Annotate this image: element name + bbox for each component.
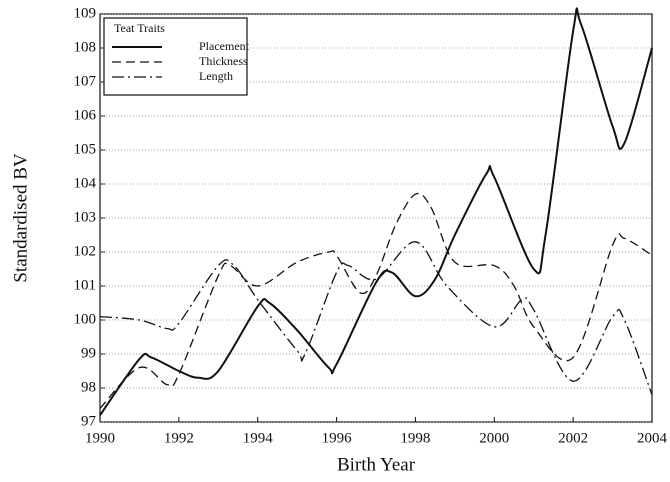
x-tick-label: 2002 (558, 430, 588, 446)
y-tick-label: 106 (74, 107, 97, 123)
x-axis-label: Birth Year (337, 454, 416, 475)
legend-label: Length (199, 69, 233, 83)
x-tick-label: 1992 (164, 430, 194, 446)
y-tick-label: 104 (74, 175, 97, 191)
line-series (99, 241, 653, 396)
y-tick-label: 102 (74, 243, 97, 259)
legend-title: Teat Traits (114, 21, 165, 35)
line-series (99, 7, 653, 416)
y-tick-label: 100 (74, 311, 97, 327)
y-tick-label: 101 (74, 277, 97, 293)
x-tick-label: 1994 (243, 430, 274, 446)
y-tick-label: 107 (74, 73, 97, 89)
x-tick-label: 1998 (400, 430, 430, 446)
legend-label: Placement (199, 39, 250, 53)
y-tick-label: 99 (81, 345, 96, 361)
y-tick-label: 108 (74, 39, 97, 55)
legend-label: Thickness (199, 54, 248, 68)
x-tick-label: 1990 (85, 430, 115, 446)
x-tick-label: 2000 (479, 430, 509, 446)
y-tick-label: 103 (74, 209, 97, 225)
y-tick-label: 105 (74, 141, 97, 157)
x-tick-label: 1996 (322, 430, 353, 446)
x-tick-label: 2004 (637, 430, 668, 446)
line-series (99, 192, 653, 409)
legend-box (103, 17, 248, 96)
y-tick-label: 97 (81, 413, 97, 429)
y-tick-label: 109 (74, 5, 97, 21)
y-tick-label: 98 (81, 379, 96, 395)
y-axis-label: Standardised BV (10, 153, 31, 283)
